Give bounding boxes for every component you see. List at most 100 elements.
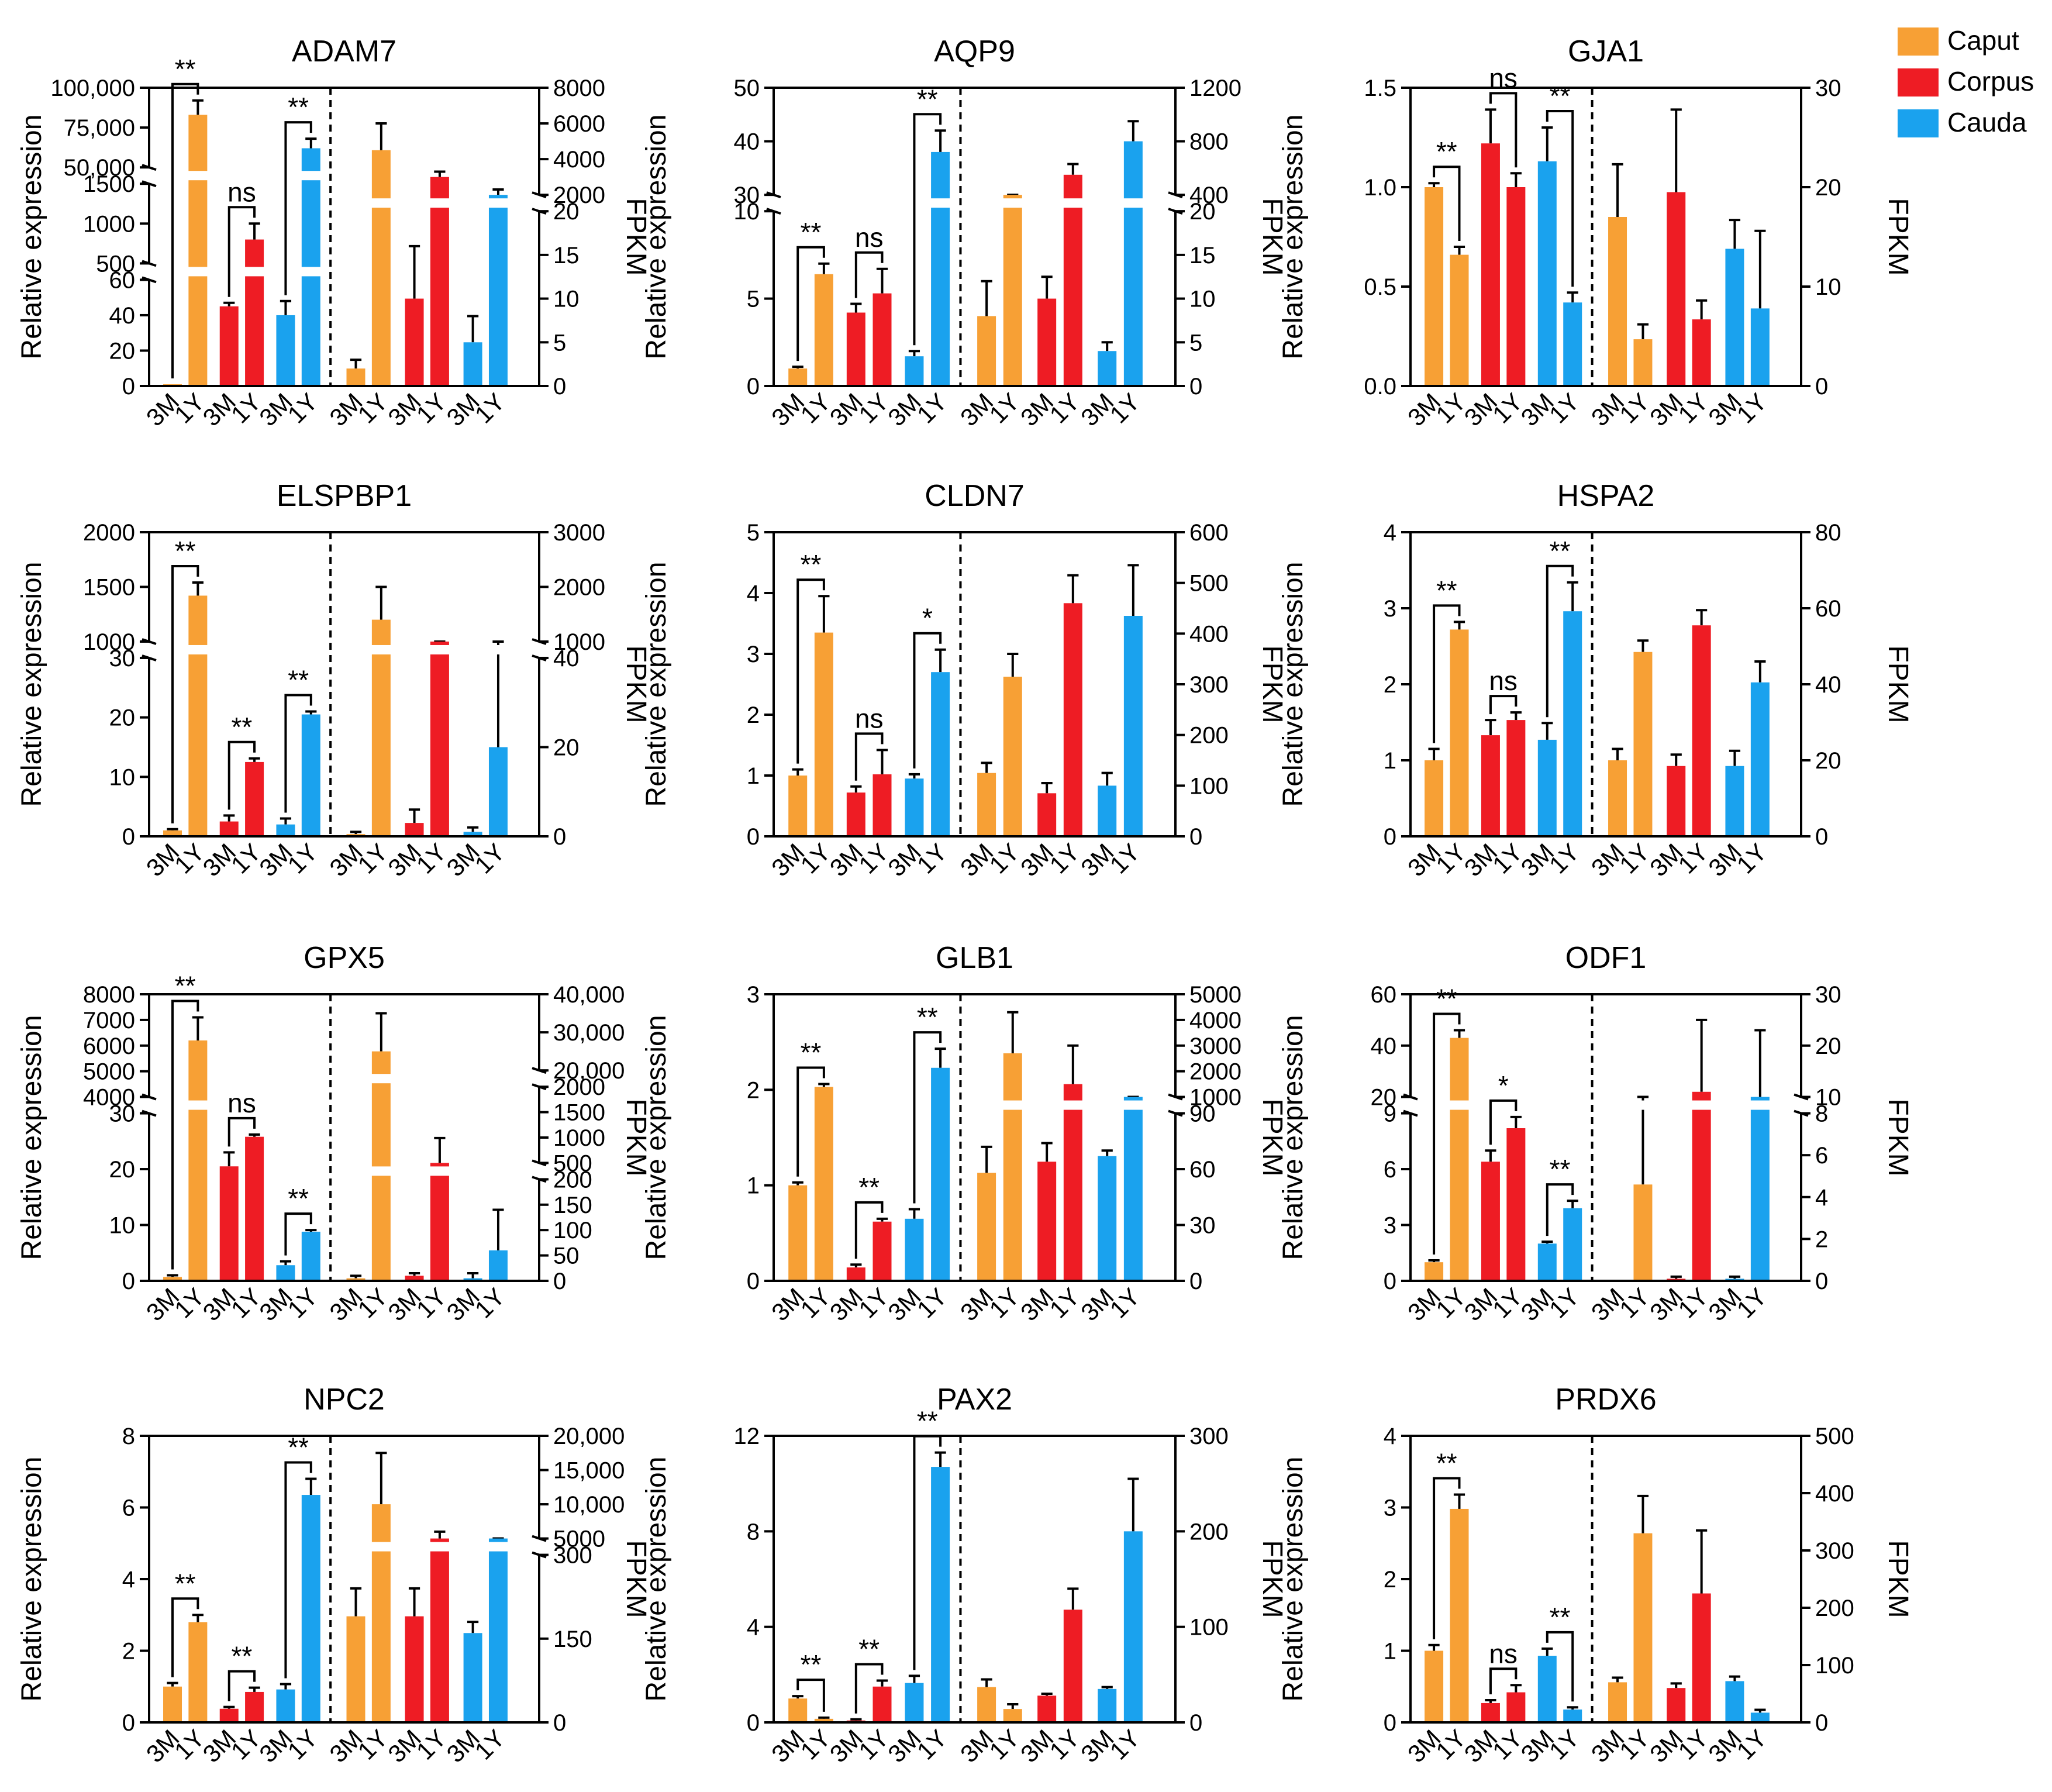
left-tick-label: 2000 bbox=[83, 520, 135, 546]
left-axis-title: Relative expression bbox=[16, 562, 47, 807]
significance-bracket bbox=[171, 1597, 199, 1677]
x-tick-label: 1Y bbox=[1544, 1283, 1585, 1324]
right-tick-label: 600 bbox=[1189, 520, 1229, 546]
significance-bracket bbox=[171, 82, 199, 378]
right-tick-label: 0 bbox=[553, 824, 566, 850]
right-bar bbox=[371, 150, 391, 386]
left-axis-title: Relative expression bbox=[641, 1457, 672, 1702]
left-bar bbox=[1425, 1650, 1444, 1722]
right-tick-label: 400 bbox=[1189, 182, 1229, 208]
right-tick-label: 20 bbox=[1815, 1033, 1841, 1059]
right-tick-label: 200 bbox=[1189, 1519, 1229, 1545]
left-tick-label: 1.0 bbox=[1364, 175, 1396, 201]
axis-break-gap bbox=[335, 1074, 536, 1084]
left-tick-label: 0.5 bbox=[1364, 274, 1396, 300]
axis-break-gap bbox=[777, 198, 956, 208]
left-tick-label: 2 bbox=[747, 1077, 760, 1103]
left-tick-label: 60 bbox=[1371, 982, 1397, 1008]
significance-label: ** bbox=[288, 92, 309, 122]
right-tick-label: 20 bbox=[1189, 199, 1216, 225]
right-tick-label: 30 bbox=[1815, 75, 1841, 101]
left-bar bbox=[276, 1265, 295, 1281]
right-bar bbox=[1123, 1097, 1143, 1281]
significance-bracket bbox=[1489, 1667, 1518, 1695]
right-bar bbox=[1725, 1681, 1744, 1722]
right-bar bbox=[1037, 793, 1057, 836]
left-tick-label: 2 bbox=[122, 1639, 135, 1665]
left-bar bbox=[814, 1087, 833, 1281]
right-tick-label: 60 bbox=[1815, 596, 1841, 622]
x-tick-label: 1Y bbox=[470, 388, 511, 429]
right-axis-break bbox=[532, 1083, 547, 1091]
right-bar bbox=[1003, 1053, 1022, 1281]
left-bar bbox=[814, 274, 833, 386]
right-bar bbox=[1063, 1084, 1082, 1281]
right-bar bbox=[371, 619, 391, 836]
left-tick-label: 20 bbox=[109, 705, 136, 731]
left-bar bbox=[1563, 302, 1582, 386]
x-tick-label: 1Y bbox=[1544, 388, 1585, 429]
left-bar bbox=[905, 778, 924, 836]
right-axis-title: FPKM bbox=[1882, 1540, 1913, 1618]
axis-break-gap bbox=[153, 171, 326, 181]
significance-bracket bbox=[171, 1000, 199, 1270]
right-bar bbox=[371, 1504, 391, 1722]
right-axis-break bbox=[532, 1551, 547, 1559]
left-tick-label: 20 bbox=[109, 1157, 136, 1183]
right-axis-title: FPKM bbox=[1882, 198, 1913, 275]
right-tick-label: 2000 bbox=[553, 182, 605, 208]
left-bar bbox=[905, 1683, 924, 1722]
right-axis-title: FPKM bbox=[1257, 1540, 1288, 1618]
significance-label: ** bbox=[175, 971, 196, 1001]
significance-bracket bbox=[227, 1116, 256, 1147]
left-axis-title: Relative expression bbox=[16, 115, 47, 360]
right-bar bbox=[463, 1633, 482, 1722]
left-bar bbox=[1481, 143, 1500, 386]
left-bar bbox=[872, 1686, 892, 1722]
significance-label: ** bbox=[858, 1634, 880, 1665]
right-tick-label: 10 bbox=[553, 287, 580, 312]
significance-label: ns bbox=[855, 703, 884, 733]
x-tick-label: 1Y bbox=[1105, 1724, 1146, 1765]
right-bar bbox=[488, 747, 508, 836]
x-tick-label: 1Y bbox=[912, 838, 953, 879]
right-tick-label: 2000 bbox=[1189, 1059, 1241, 1085]
right-axis-break bbox=[532, 208, 547, 215]
right-tick-label: 0 bbox=[1815, 1269, 1828, 1294]
right-bar bbox=[1003, 1709, 1022, 1722]
right-bar bbox=[405, 1616, 424, 1722]
significance-bracket bbox=[1489, 1099, 1518, 1145]
right-bar bbox=[1123, 141, 1143, 386]
left-tick-label: 6 bbox=[122, 1495, 135, 1521]
legend-swatch bbox=[1898, 109, 1939, 137]
significance-bracket bbox=[1433, 1012, 1461, 1255]
significance-bracket bbox=[1489, 695, 1518, 715]
axis-break-gap bbox=[153, 645, 326, 654]
left-bar bbox=[163, 830, 182, 836]
left-bar bbox=[788, 776, 808, 836]
left-tick-label: 0 bbox=[747, 374, 760, 399]
left-bar bbox=[846, 312, 865, 386]
left-tick-label: 0 bbox=[122, 824, 135, 850]
right-bar bbox=[463, 1278, 482, 1281]
left-axis-title: Relative expression bbox=[641, 1015, 672, 1260]
axis-break-gap bbox=[335, 198, 536, 208]
right-bar bbox=[405, 1276, 424, 1281]
right-bar bbox=[1667, 766, 1686, 836]
legend-label: Corpus bbox=[1947, 66, 2034, 97]
left-bar bbox=[245, 761, 264, 836]
right-axis-title: FPKM bbox=[1257, 198, 1288, 275]
x-tick-label: 1Y bbox=[1732, 838, 1772, 879]
left-bar bbox=[1481, 1162, 1500, 1281]
right-tick-label: 500 bbox=[1815, 1424, 1854, 1449]
chart-panel: ELSPBP1010203010001500200002040100020003… bbox=[16, 479, 651, 882]
significance-bracket bbox=[1546, 1631, 1574, 1702]
significance-bracket bbox=[227, 740, 256, 810]
left-bar bbox=[1506, 1692, 1526, 1722]
right-tick-label: 20 bbox=[553, 735, 580, 760]
significance-bracket bbox=[854, 732, 884, 781]
right-tick-label: 90 bbox=[1189, 1101, 1216, 1127]
significance-label: ** bbox=[917, 84, 938, 114]
significance-label: ** bbox=[1436, 575, 1457, 605]
